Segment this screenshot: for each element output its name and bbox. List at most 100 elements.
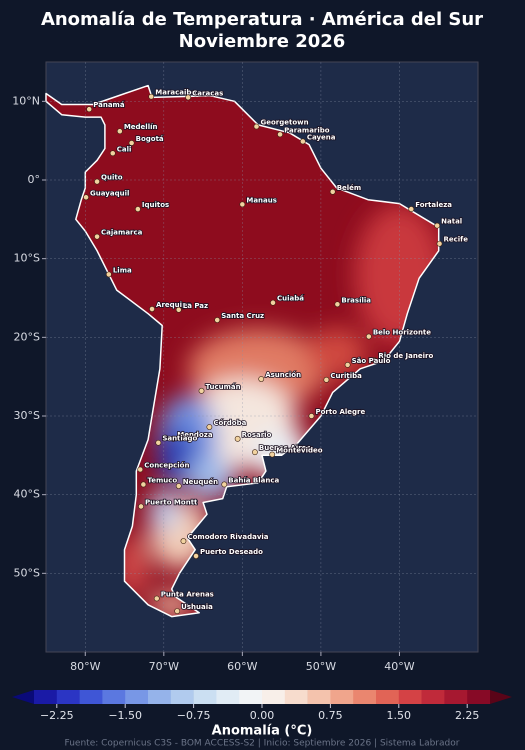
city-marker <box>128 140 135 146</box>
colorbar-extend <box>12 690 34 704</box>
city-marker <box>258 376 265 382</box>
colorbar-bin <box>284 690 308 704</box>
city-marker <box>253 123 260 130</box>
x-tick-label: 50°W <box>306 660 336 673</box>
city-label: Caracas <box>192 89 223 97</box>
city-marker <box>134 206 141 213</box>
city-label: Puerto Montt <box>145 498 198 506</box>
city-label: Medellín <box>124 123 158 131</box>
x-tick-label: 80°W <box>70 660 100 673</box>
city-marker <box>323 376 330 383</box>
colorbar-bin <box>34 690 58 704</box>
city-label: Georgetown <box>261 119 309 127</box>
city-marker <box>308 413 315 419</box>
city-marker <box>239 201 246 208</box>
city-label: Puerto Deseado <box>200 548 263 556</box>
coastline <box>45 84 440 618</box>
city-marker <box>140 481 147 488</box>
city-label: Iquitos <box>142 201 169 209</box>
x-tick-label: 60°W <box>227 660 257 673</box>
city-label: Rosario <box>242 431 272 439</box>
city-label: Belo Horizonte <box>373 329 431 337</box>
city-marker <box>329 188 336 195</box>
colorbar-tick-label: 2.25 <box>455 709 480 722</box>
colorbar-tick-label: 0.75 <box>318 709 343 722</box>
city-label: Comodoro Rivadavia <box>187 533 268 541</box>
city-marker <box>86 106 93 113</box>
title: Noviembre 2026 <box>179 31 346 52</box>
city-marker <box>234 435 241 442</box>
y-tick-label: 10°N <box>12 94 40 107</box>
city-marker <box>365 333 372 340</box>
colorbar-label: Anomalía (°C) <box>212 724 313 739</box>
city-marker <box>180 538 187 544</box>
y-tick-label: 40°S <box>14 488 40 501</box>
city-marker <box>175 483 182 489</box>
field-blob <box>157 425 194 486</box>
city-marker <box>185 94 192 101</box>
colorbar-tick-label: −2.25 <box>40 709 74 722</box>
colorbar-bin <box>56 690 80 704</box>
city-label: Paramaribo <box>284 126 330 134</box>
y-tick-label: 20°S <box>14 330 40 343</box>
city-label: Natal <box>441 218 462 226</box>
colorbar: −2.25 −1.50 −0.75 0.00 0.75 1.50 2.25 <box>12 690 512 722</box>
city-label: Montevideo <box>276 447 323 455</box>
city-label: Cayena <box>307 133 336 141</box>
colorbar-bin <box>79 690 103 704</box>
city-marker <box>198 387 205 394</box>
city-marker <box>344 361 351 368</box>
city-marker <box>299 138 306 145</box>
city-label: Cuiabá <box>277 295 304 303</box>
city-marker <box>221 481 228 488</box>
city-label: Brasília <box>341 296 371 304</box>
city-marker <box>148 93 155 100</box>
colorbar-tick-label: −0.75 <box>177 709 211 722</box>
colorbar-bin <box>376 690 400 704</box>
y-tick-label: 50°S <box>14 566 40 579</box>
colorbar-extend <box>490 690 512 704</box>
city-marker <box>434 222 441 229</box>
city-marker <box>138 503 144 510</box>
city-marker <box>334 301 341 308</box>
y-tick-label: 10°S <box>14 252 40 265</box>
city-label: Rio de Janeiro <box>378 352 433 360</box>
city-marker <box>214 317 221 323</box>
city-marker <box>408 206 415 213</box>
city-label: Arequipa <box>156 301 192 309</box>
city-marker <box>116 128 123 135</box>
city-label: Quito <box>101 174 123 182</box>
city-label: Porto Alegre <box>315 408 365 416</box>
city-label: Córdoba <box>213 419 246 427</box>
y-tick-label: 0° <box>28 173 41 186</box>
city-label: Santiago <box>162 435 197 443</box>
city-marker <box>371 357 378 364</box>
city-label: Punta Arenas <box>161 591 214 599</box>
colorbar-bin <box>353 690 377 704</box>
axes: 80°W 70°W 60°W 50°W 40°W 10°N 0° 10°S 20°S 30°S 40… <box>12 94 414 673</box>
city-label: Neuquén <box>183 478 218 486</box>
colorbar-bin <box>330 690 354 704</box>
city-label: Buenos Aires <box>259 444 311 452</box>
colorbar-bin <box>148 690 172 704</box>
city-label: Curitiba <box>330 372 362 380</box>
field-blob <box>185 458 236 499</box>
city-label: Santa Cruz <box>221 312 264 320</box>
city-marker <box>94 233 100 240</box>
city-marker <box>277 131 283 138</box>
city-label: Lima <box>113 266 132 274</box>
colorbar-tick-label: 1.50 <box>387 709 412 722</box>
city-marker <box>206 424 213 430</box>
city-label: Tucumán <box>206 383 241 391</box>
city-marker <box>149 306 155 312</box>
city-marker <box>155 439 162 446</box>
city-marker <box>153 595 160 602</box>
field-blob <box>306 328 367 379</box>
city-label: Temuco <box>147 476 177 484</box>
city-label: Maracaibo <box>155 89 196 97</box>
city-marker <box>174 608 181 614</box>
source: Fuente: Copernicus C3S - BOM ACCESS-S2 |… <box>65 739 460 749</box>
city-marker <box>83 194 89 201</box>
